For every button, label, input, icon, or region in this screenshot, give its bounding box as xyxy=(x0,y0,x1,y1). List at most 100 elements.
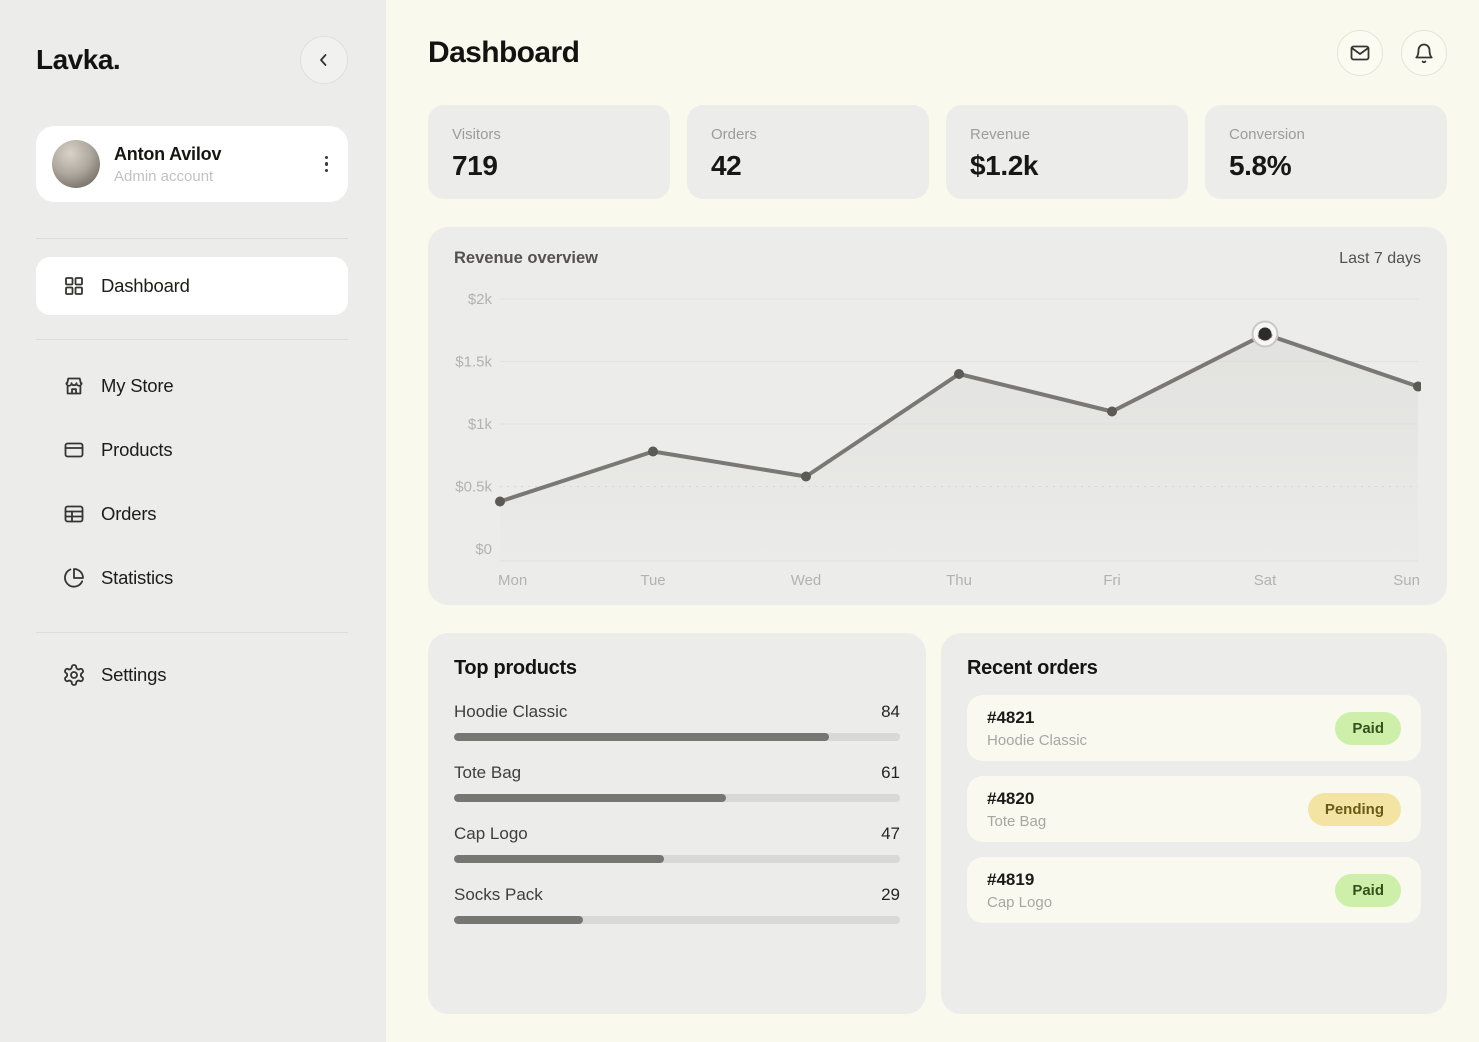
revenue-overview-card: Revenue overview Last 7 days $2k $1.5k $1k… xyxy=(428,227,1447,605)
bottom-row: Top products Hoodie Classic 84 Tote Bag … xyxy=(428,633,1447,1014)
order-product: Cap Logo xyxy=(987,893,1053,911)
app-logo: Lavka. xyxy=(36,44,121,75)
svg-text:Fri: Fri xyxy=(1103,572,1121,589)
sidebar-item-label: Orders xyxy=(101,503,157,524)
product-name: Cap Logo xyxy=(454,824,528,843)
sidebar-item-label: Products xyxy=(101,439,173,460)
stat-card-conversion: Conversion 5.8% xyxy=(1205,105,1447,199)
chart-header: Revenue overview Last 7 days xyxy=(454,249,1421,268)
sidebar-collapse-button[interactable] xyxy=(300,36,348,84)
grid-icon xyxy=(65,277,83,295)
order-info: #4820 Tote Bag xyxy=(987,789,1046,830)
card-title: Recent orders xyxy=(967,657,1098,679)
page-header: Dashboard xyxy=(428,30,1447,76)
chevron-left-icon xyxy=(320,54,327,66)
sidebar: Lavka. Anton Avilov Admin account Dashbo… xyxy=(0,0,386,1042)
divider xyxy=(36,632,348,633)
product-value: 47 xyxy=(881,824,900,843)
order-row[interactable]: #4820 Tote Bag Pending xyxy=(967,776,1421,842)
order-row[interactable]: #4819 Cap Logo Paid xyxy=(967,857,1421,923)
recent-orders-card: Recent orders #4821 Hoodie Classic Paid … xyxy=(941,633,1447,1014)
product-bar-track xyxy=(454,916,900,924)
sidebar-item-label: Settings xyxy=(101,664,167,685)
sidebar-item-products[interactable]: Products xyxy=(36,428,348,472)
product-row: Cap Logo 47 xyxy=(454,824,900,863)
pie-chart-icon xyxy=(64,568,84,588)
product-name: Hoodie Classic xyxy=(454,702,568,721)
product-row: Socks Pack 29 xyxy=(454,885,900,924)
divider xyxy=(36,339,348,340)
svg-text:$0: $0 xyxy=(475,541,492,558)
stat-value: 5.8% xyxy=(1229,150,1292,181)
product-bar-track xyxy=(454,855,900,863)
stat-card-revenue: Revenue $1.2k xyxy=(946,105,1188,199)
svg-text:Thu: Thu xyxy=(946,572,972,589)
mail-icon xyxy=(1350,45,1370,61)
user-meta: Anton Avilov Admin account xyxy=(114,144,307,185)
product-value: 84 xyxy=(881,702,900,721)
order-info: #4819 Cap Logo xyxy=(987,870,1052,911)
product-row: Hoodie Classic 84 xyxy=(454,702,900,741)
product-bar-fill xyxy=(454,855,664,863)
top-products-card: Top products Hoodie Classic 84 Tote Bag … xyxy=(428,633,926,1014)
sidebar-item-label: Dashboard xyxy=(101,275,190,296)
user-role: Admin account xyxy=(114,167,214,185)
order-product: Hoodie Classic xyxy=(987,731,1088,749)
sidebar-item-label: Statistics xyxy=(101,567,174,588)
sidebar-nav: My Store Products Orders Statistics xyxy=(36,364,348,600)
product-value: 29 xyxy=(881,885,900,904)
svg-text:Sun: Sun xyxy=(1393,572,1420,589)
svg-text:Tue: Tue xyxy=(640,572,665,589)
order-info: #4821 Hoodie Classic xyxy=(987,708,1087,749)
stat-label: Orders xyxy=(711,126,757,143)
svg-text:$0.5k: $0.5k xyxy=(455,479,492,496)
messages-button[interactable] xyxy=(1337,30,1383,76)
product-name: Tote Bag xyxy=(454,763,522,782)
product-row: Tote Bag 61 xyxy=(454,763,900,802)
svg-text:$2k: $2k xyxy=(468,291,493,308)
card-icon xyxy=(64,442,84,458)
user-card[interactable]: Anton Avilov Admin account xyxy=(36,126,348,202)
stat-value: $1.2k xyxy=(970,150,1039,181)
product-bar-fill xyxy=(454,733,829,741)
stat-label: Conversion xyxy=(1229,126,1305,143)
svg-text:Wed: Wed xyxy=(791,572,822,589)
notifications-button[interactable] xyxy=(1401,30,1447,76)
divider xyxy=(36,238,348,239)
svg-text:$1k: $1k xyxy=(468,416,493,433)
card-title: Top products xyxy=(454,657,577,679)
sidebar-item-orders[interactable]: Orders xyxy=(36,492,348,536)
page-title: Dashboard xyxy=(428,36,580,69)
sidebar-item-dashboard[interactable]: Dashboard xyxy=(36,257,348,315)
product-bar-fill xyxy=(454,794,727,802)
svg-text:Mon: Mon xyxy=(498,572,527,589)
status-badge: Paid xyxy=(1335,873,1401,907)
sidebar-header: Lavka. xyxy=(36,36,348,84)
product-bar-track xyxy=(454,733,900,741)
stat-label: Revenue xyxy=(970,126,1031,143)
order-id: #4819 xyxy=(987,869,1035,889)
gear-icon xyxy=(64,664,84,686)
stat-card-visitors: Visitors 719 xyxy=(428,105,670,199)
order-id: #4820 xyxy=(987,788,1035,808)
stat-value: 42 xyxy=(711,150,742,181)
user-menu-kebab-icon[interactable] xyxy=(321,150,333,179)
stats-row: Visitors 719 Orders 42 Revenue $1.2k Con… xyxy=(428,105,1447,199)
header-actions xyxy=(1337,30,1447,76)
store-icon xyxy=(65,377,83,395)
product-name: Socks Pack xyxy=(454,885,543,904)
product-bar-fill xyxy=(454,916,584,924)
status-badge: Pending xyxy=(1307,792,1401,826)
stat-value: 719 xyxy=(452,150,498,181)
svg-text:$1.5k: $1.5k xyxy=(455,354,492,371)
product-bar-track xyxy=(454,794,900,802)
order-row[interactable]: #4821 Hoodie Classic Paid xyxy=(967,695,1421,761)
chart-title: Revenue overview xyxy=(454,249,598,267)
sidebar-item-my-store[interactable]: My Store xyxy=(36,364,348,408)
main-content: Dashboard Visitors 719 Orders 42 xyxy=(386,0,1479,1042)
sidebar-item-settings[interactable]: Settings xyxy=(36,653,348,697)
stat-card-orders: Orders 42 xyxy=(687,105,929,199)
user-name: Anton Avilov xyxy=(114,143,222,164)
svg-text:Sat: Sat xyxy=(1254,572,1277,589)
sidebar-item-statistics[interactable]: Statistics xyxy=(36,556,348,600)
